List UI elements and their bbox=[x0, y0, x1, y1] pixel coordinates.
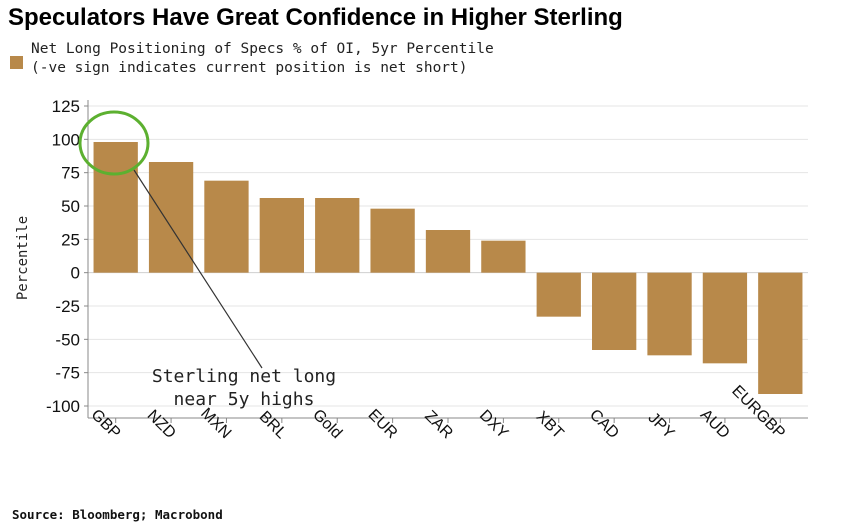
bar-dxy bbox=[481, 240, 526, 273]
legend-label-line1: Net Long Positioning of Specs % of OI, 5… bbox=[31, 41, 494, 57]
legend-text: Net Long Positioning of Specs % of OI, 5… bbox=[31, 40, 494, 78]
bar-eur bbox=[370, 208, 415, 273]
bar-cad bbox=[592, 272, 637, 350]
x-tick-label: AUD bbox=[697, 406, 733, 442]
x-tick-label: MXN bbox=[197, 405, 234, 442]
bar-aud bbox=[702, 272, 748, 364]
x-tick-label: NZD bbox=[144, 407, 179, 442]
y-tick-label: 50 bbox=[61, 197, 80, 216]
bar-nzd bbox=[148, 162, 194, 273]
x-tick-label: DXY bbox=[476, 407, 512, 443]
legend-label-line2: (-ve sign indicates current position is … bbox=[31, 60, 468, 76]
x-tick-label: Gold bbox=[309, 406, 345, 442]
y-tick-label: -25 bbox=[55, 297, 80, 316]
bar-zar bbox=[425, 230, 471, 273]
y-tick-label: -75 bbox=[55, 364, 80, 383]
bar-mxn bbox=[204, 180, 249, 273]
y-tick-label: 125 bbox=[52, 97, 80, 116]
y-tick-label: 100 bbox=[52, 130, 80, 149]
x-tick-label: XBT bbox=[533, 408, 567, 442]
axes bbox=[87, 100, 808, 423]
chart-title: Speculators Have Great Confidence in Hig… bbox=[8, 4, 623, 31]
x-tick-label: CAD bbox=[586, 406, 622, 442]
x-tick-label: ZAR bbox=[421, 408, 456, 443]
x-tick-label: BRL bbox=[256, 408, 290, 442]
bar-xbt bbox=[536, 272, 581, 317]
bar-jpy bbox=[647, 272, 692, 356]
bar-eurgbp bbox=[758, 272, 803, 394]
legend: Net Long Positioning of Specs % of OI, 5… bbox=[10, 40, 494, 78]
annotation: Sterling net long near 5y highs bbox=[78, 110, 336, 410]
annotation-highlight-circle bbox=[78, 110, 150, 176]
y-tick-label: -50 bbox=[55, 330, 80, 349]
bar-brl bbox=[259, 198, 304, 273]
x-tick-label: EUR bbox=[365, 406, 401, 442]
annotation-text-line1: Sterling net long bbox=[152, 366, 336, 387]
y-tick-label: 25 bbox=[61, 230, 80, 249]
y-tick-labels: 125 100 75 50 25 0 -25 -50 -75 -100 bbox=[46, 97, 80, 416]
legend-swatch bbox=[10, 56, 23, 69]
bar-gbp bbox=[93, 142, 138, 273]
bars bbox=[93, 142, 803, 394]
x-tick-label: JPY bbox=[645, 409, 678, 442]
y-tick-label: 75 bbox=[61, 164, 80, 183]
annotation-pointer-line bbox=[133, 169, 263, 369]
y-tick-label: -100 bbox=[46, 397, 80, 416]
y-tick-label: 0 bbox=[71, 264, 80, 283]
annotation-text-line2: near 5y highs bbox=[174, 389, 315, 410]
y-axis-label: Percentile bbox=[15, 216, 31, 300]
x-tick-label: GBP bbox=[88, 406, 124, 442]
bar-gold bbox=[315, 198, 360, 273]
source-note: Source: Bloomberg; Macrobond bbox=[12, 507, 223, 522]
